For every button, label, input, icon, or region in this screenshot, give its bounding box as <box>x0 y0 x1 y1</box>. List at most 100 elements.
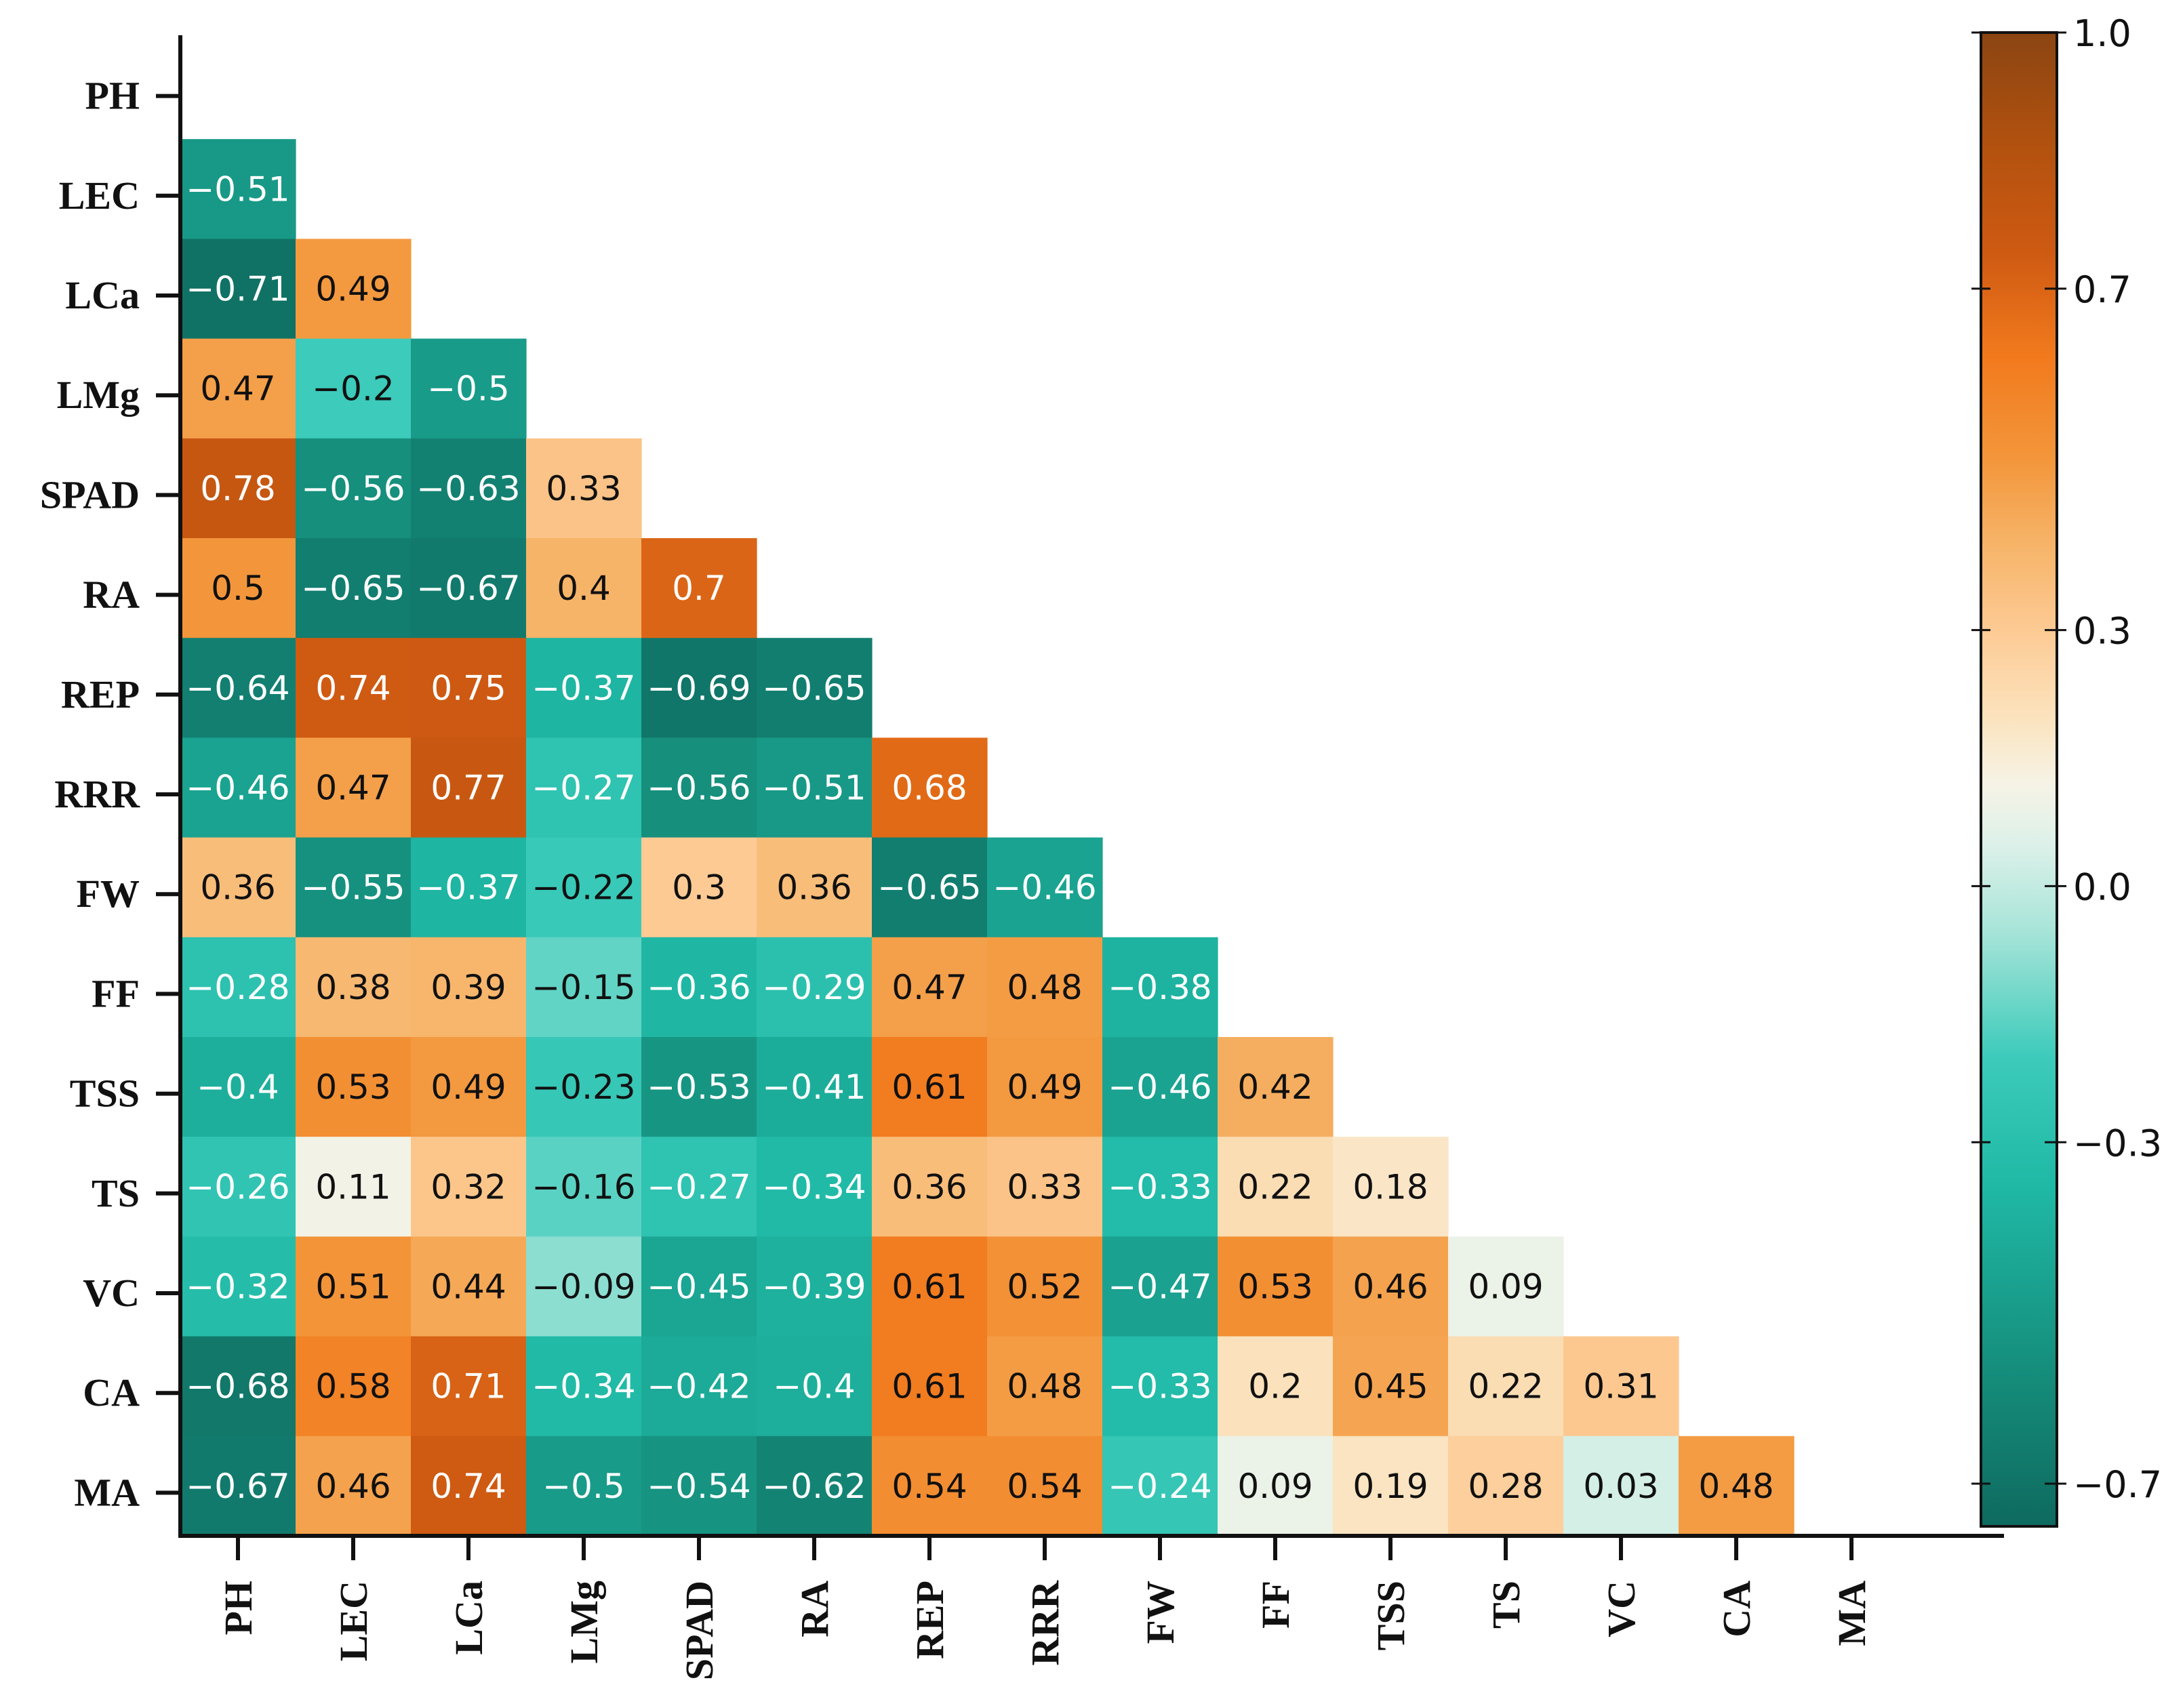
y-tick-label-ff: FF <box>92 971 140 1015</box>
heatmap-cell-vc-ra <box>757 1236 873 1337</box>
cell-value-label: −0.28 <box>186 968 289 1007</box>
heatmap-cell-ra-lca <box>411 538 527 638</box>
cell-value-label: 0.61 <box>891 1068 967 1107</box>
heatmap-cell-rep-lec <box>296 638 412 738</box>
heatmap-cell-tss-ph <box>180 1037 296 1137</box>
heatmap-cell-ts-lmg <box>526 1137 642 1237</box>
heatmap-cell-rrr-ph <box>180 737 296 838</box>
cell-value-label: 0.36 <box>200 868 275 908</box>
cell-value-label: −0.69 <box>647 668 750 708</box>
heatmap-cell-ca-spad <box>641 1336 757 1437</box>
cell-value-label: 0.18 <box>1352 1167 1428 1206</box>
heatmap-cell-ma-spad <box>641 1436 757 1537</box>
x-tick-label-ra: RA <box>793 1581 837 1638</box>
cell-value-label: 0.46 <box>315 1467 390 1506</box>
cell-value-label: 0.49 <box>430 1068 506 1107</box>
heatmap-cell-ff-spad <box>641 937 757 1038</box>
heatmap-cell-tss-fw <box>1102 1037 1218 1137</box>
cell-value-label: 0.48 <box>1698 1467 1774 1506</box>
heatmap-cell-ca-vc <box>1563 1336 1679 1437</box>
cell-value-label: −0.46 <box>1108 1068 1211 1107</box>
y-tick-label-rrr: RRR <box>54 772 140 816</box>
heatmap-cell-fw-ra <box>757 837 873 938</box>
cell-value-label: −0.5 <box>427 369 509 409</box>
cell-value-label: 0.32 <box>430 1167 506 1206</box>
heatmap-cell-ca-ph <box>180 1336 296 1437</box>
heatmap-cell-rrr-spad <box>641 737 757 838</box>
heatmap-cell-vc-fw <box>1102 1236 1218 1337</box>
heatmap-cell-ra-lmg <box>526 538 642 638</box>
cell-value-label: 0.47 <box>200 369 275 409</box>
cell-value-label: −0.32 <box>186 1267 289 1307</box>
cell-value-label: −0.26 <box>186 1167 289 1206</box>
heatmap-cell-fw-ph <box>180 837 296 938</box>
cell-value-label: 0.19 <box>1352 1467 1428 1506</box>
heatmap-cell-ca-lec <box>296 1336 412 1437</box>
heatmap-cell-vc-ts <box>1448 1236 1564 1337</box>
heatmap-cell-ca-ra <box>757 1336 873 1437</box>
x-tick-label-ma: MA <box>1830 1581 1874 1646</box>
heatmap-cell-ts-rrr <box>987 1137 1103 1237</box>
cell-value-label: 0.47 <box>315 769 390 808</box>
heatmap-cell-ff-lca <box>411 937 527 1038</box>
heatmap-cell-spad-ph <box>180 438 296 539</box>
heatmap-cell-ma-rep <box>872 1436 988 1537</box>
heatmap-cell-ts-tss <box>1333 1137 1449 1237</box>
cell-value-label: −0.47 <box>1108 1267 1211 1307</box>
heatmap-cell-ma-ts <box>1448 1436 1564 1537</box>
cell-value-label: −0.46 <box>186 769 289 808</box>
cell-value-label: −0.2 <box>312 369 394 409</box>
cell-value-label: 0.36 <box>891 1167 967 1206</box>
cell-value-label: 0.33 <box>1007 1167 1082 1206</box>
heatmap-cell-ca-fw <box>1102 1336 1218 1437</box>
heatmap-cell-tss-lec <box>296 1037 412 1137</box>
heatmap-cell-ts-rep <box>872 1137 988 1237</box>
heatmap-cell-tss-ra <box>757 1037 873 1137</box>
x-tick-label-ca: CA <box>1715 1581 1759 1638</box>
x-tick-label-ff: FF <box>1254 1581 1298 1629</box>
heatmap-cell-ra-ph <box>180 538 296 638</box>
cell-value-label: −0.68 <box>186 1367 289 1406</box>
cell-value-label: −0.42 <box>647 1367 750 1406</box>
heatmap-cell-rrr-lmg <box>526 737 642 838</box>
cell-value-label: 0.61 <box>891 1267 967 1307</box>
heatmap-cell-vc-rep <box>872 1236 988 1337</box>
heatmap-cell-fw-rep <box>872 837 988 938</box>
cell-value-label: −0.38 <box>1108 968 1211 1007</box>
heatmap-cell-lca-lec <box>296 239 412 340</box>
cell-value-label: −0.4 <box>773 1367 855 1406</box>
cell-value-label: 0.11 <box>315 1167 390 1206</box>
heatmap-cell-ra-lec <box>296 538 412 638</box>
cell-value-label: 0.28 <box>1468 1467 1543 1506</box>
heatmap-cell-spad-lec <box>296 438 412 539</box>
heatmap-cell-rep-ra <box>757 638 873 738</box>
cell-value-label: 0.58 <box>315 1367 390 1406</box>
colorbar-tick-label: 0.3 <box>2073 610 2131 653</box>
cell-value-label: 0.49 <box>1007 1068 1082 1107</box>
cell-value-label: −0.37 <box>532 668 635 708</box>
cell-value-label: 0.44 <box>430 1267 506 1307</box>
y-tick-label-spad: SPAD <box>40 472 140 516</box>
cell-value-label: −0.27 <box>647 1167 750 1206</box>
colorbar-tick-label: −0.3 <box>2073 1122 2162 1164</box>
heatmap-cell-vc-ph <box>180 1236 296 1337</box>
heatmap-cell-vc-lec <box>296 1236 412 1337</box>
heatmap-cell-lca-ph <box>180 239 296 340</box>
heatmap-cell-lmg-lec <box>296 338 412 439</box>
cell-value-label: 0.71 <box>430 1367 506 1406</box>
heatmap-cell-ma-rrr <box>987 1436 1103 1537</box>
colorbar-tick-label: 1.0 <box>2073 12 2131 55</box>
heatmap-cell-vc-ff <box>1218 1236 1334 1337</box>
y-tick-label-tss: TSS <box>70 1072 140 1116</box>
y-tick-label-ra: RA <box>83 573 140 617</box>
cell-value-label: 0.48 <box>1007 1367 1082 1406</box>
heatmap-cell-ca-ts <box>1448 1336 1564 1437</box>
cell-value-label: −0.23 <box>532 1068 635 1107</box>
cell-value-label: 0.75 <box>430 668 506 708</box>
cell-value-label: −0.29 <box>762 968 866 1007</box>
cell-value-label: 0.7 <box>672 569 726 608</box>
heatmap-cell-fw-lca <box>411 837 527 938</box>
cell-value-label: −0.67 <box>416 569 520 608</box>
heatmap-cell-tss-ff <box>1218 1037 1334 1137</box>
cell-value-label: −0.27 <box>532 769 635 808</box>
